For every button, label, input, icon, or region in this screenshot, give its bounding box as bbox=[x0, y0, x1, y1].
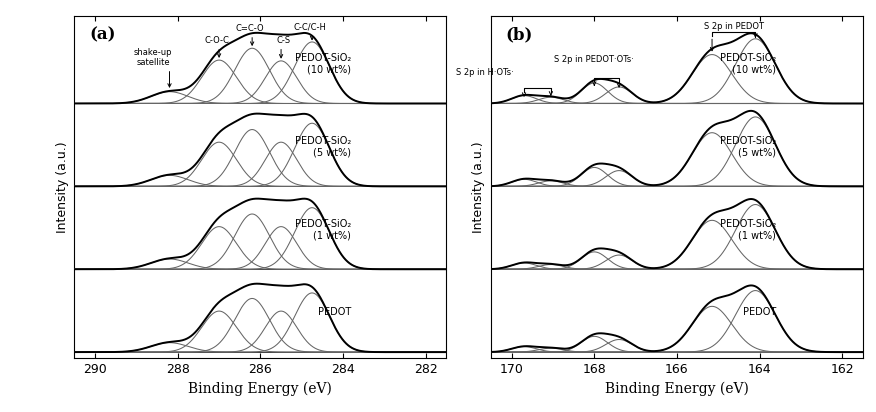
X-axis label: Binding Energy (eV): Binding Energy (eV) bbox=[605, 382, 749, 396]
Text: (a): (a) bbox=[89, 27, 116, 44]
Text: S 2p in H·OTs·: S 2p in H·OTs· bbox=[456, 68, 513, 77]
Text: C-S: C-S bbox=[276, 36, 290, 45]
Text: PEDOT-SiO₂
(5 wt%): PEDOT-SiO₂ (5 wt%) bbox=[720, 136, 776, 157]
Text: shake-up
satellite: shake-up satellite bbox=[134, 48, 173, 67]
Text: C-C/C-H: C-C/C-H bbox=[293, 23, 327, 32]
Text: S 2p in PEDOT·OTs·: S 2p in PEDOT·OTs· bbox=[555, 55, 634, 64]
Text: C=C-O: C=C-O bbox=[236, 24, 265, 33]
Text: PEDOT-SiO₂
(5 wt%): PEDOT-SiO₂ (5 wt%) bbox=[295, 136, 351, 157]
Text: PEDOT: PEDOT bbox=[743, 307, 776, 317]
Text: S 2p in PEDOT: S 2p in PEDOT bbox=[703, 22, 764, 31]
Text: (b): (b) bbox=[505, 27, 533, 44]
Text: PEDOT-SiO₂
(1 wt%): PEDOT-SiO₂ (1 wt%) bbox=[295, 219, 351, 240]
Text: PEDOT-SiO₂
(1 wt%): PEDOT-SiO₂ (1 wt%) bbox=[720, 219, 776, 240]
Y-axis label: Intensity (a.u.): Intensity (a.u.) bbox=[472, 142, 485, 233]
Text: PEDOT-SiO₂
(10 wt%): PEDOT-SiO₂ (10 wt%) bbox=[720, 53, 776, 75]
Text: PEDOT: PEDOT bbox=[318, 307, 351, 317]
Text: C-O-C: C-O-C bbox=[205, 36, 230, 45]
Text: PEDOT-SiO₂
(10 wt%): PEDOT-SiO₂ (10 wt%) bbox=[295, 53, 351, 75]
Y-axis label: Intensity (a.u.): Intensity (a.u.) bbox=[56, 142, 69, 233]
X-axis label: Binding Energy (eV): Binding Energy (eV) bbox=[188, 382, 332, 396]
